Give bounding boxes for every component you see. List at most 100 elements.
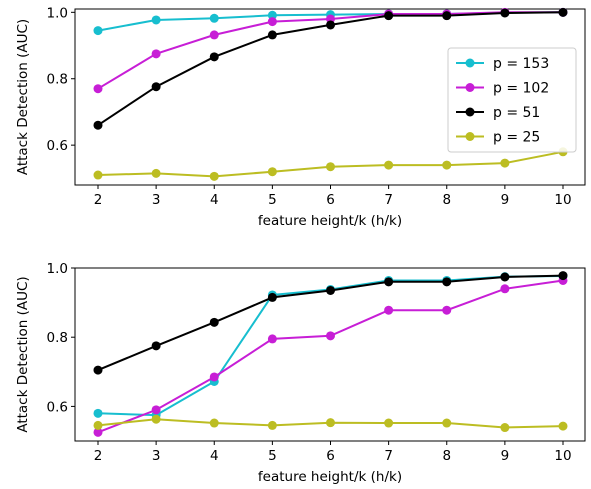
legend-item: p = 25 (456, 130, 540, 146)
data-point (267, 30, 277, 40)
data-point (500, 423, 510, 433)
legend-label: p = 25 (493, 130, 540, 146)
data-point (93, 120, 103, 130)
y-tick-label: 1.0 (47, 261, 68, 277)
data-point (384, 277, 394, 287)
legend: p = 153 p = 102 p = 51 p = 25 (447, 47, 577, 153)
x-tick-label: 6 (326, 448, 335, 464)
data-point (558, 421, 568, 431)
data-point (151, 49, 161, 59)
x-tick-label: 2 (94, 192, 103, 208)
x-tick-label: 2 (94, 448, 103, 464)
data-point (500, 8, 510, 18)
x-tick-label: 10 (554, 448, 571, 464)
data-point (326, 162, 335, 172)
data-point (326, 20, 335, 30)
data-point (558, 271, 568, 281)
data-point (93, 420, 103, 430)
x-tick-label: 7 (384, 192, 393, 208)
legend-item: p = 51 (456, 105, 540, 121)
data-point (500, 158, 510, 168)
data-point (93, 408, 103, 418)
data-point (209, 317, 219, 327)
x-tick-label: 7 (384, 448, 393, 464)
data-point (442, 418, 452, 428)
data-point (384, 160, 394, 170)
x-axis-label: feature height/k (h/k) (258, 469, 402, 485)
data-point (209, 30, 219, 40)
legend-marker (465, 58, 475, 68)
y-tick-label: 0.6 (47, 399, 68, 415)
series-line (97, 275, 564, 417)
legend-box (447, 47, 577, 153)
x-axis-label: feature height/k (h/k) (258, 213, 402, 229)
data-point (209, 13, 219, 23)
legend-item: p = 102 (456, 81, 549, 97)
data-point (151, 15, 161, 25)
x-tick-label: 10 (554, 192, 571, 208)
legend-marker (465, 83, 475, 92)
data-point (442, 305, 452, 315)
y-tick-label: 0.8 (47, 72, 68, 88)
data-point (500, 284, 510, 294)
y-tick-label: 0.6 (47, 138, 68, 154)
x-tick-label: 5 (268, 192, 277, 208)
data-point (267, 420, 277, 430)
data-point (326, 418, 335, 428)
data-point (209, 171, 219, 181)
data-point (93, 170, 103, 180)
data-point (384, 418, 394, 428)
y-axis-label: Attack Detection (AUC) (15, 276, 31, 432)
data-point (267, 10, 277, 20)
data-point (151, 414, 161, 424)
series-2 (93, 275, 568, 437)
x-tick-label: 8 (442, 192, 451, 208)
x-tick-label: 8 (442, 448, 451, 464)
series-3 (93, 271, 568, 375)
data-point (151, 168, 161, 178)
x-tick-label: 5 (268, 448, 277, 464)
y-tick-label: 1.0 (47, 5, 68, 21)
x-tick-label: 3 (152, 192, 161, 208)
data-point (93, 26, 103, 36)
data-point (209, 418, 219, 428)
series-4 (93, 414, 568, 433)
x-tick-label: 6 (326, 192, 335, 208)
legend-marker (465, 107, 475, 117)
legend-label: p = 153 (493, 56, 549, 72)
data-point (267, 17, 277, 27)
x-tick-label: 4 (210, 448, 219, 464)
data-point (93, 84, 103, 94)
data-point (151, 341, 161, 351)
data-point (326, 331, 335, 341)
data-point (326, 285, 335, 295)
legend-label: p = 51 (493, 105, 540, 121)
data-point (384, 305, 394, 315)
data-point (500, 272, 510, 282)
data-point (267, 167, 277, 177)
legend-item: p = 153 (456, 56, 549, 72)
series-3 (93, 7, 568, 130)
legend-label: p = 102 (493, 81, 549, 97)
x-tick-label: 9 (501, 192, 510, 208)
series-4 (93, 147, 568, 181)
chart-panel-1: 2 3 4 5 6 7 8 9 10 0.6 0.8 1.0 feature height/k (h/k… (15, 5, 586, 229)
data-point (151, 82, 161, 92)
series-line (97, 279, 564, 434)
legend-marker (465, 132, 475, 141)
x-tick-label: 4 (210, 192, 219, 208)
chart-panel-2: 2 3 4 5 6 7 8 9 10 0.6 0.8 1.0 feature height/k (h/k… (15, 261, 586, 485)
y-axis-label: Attack Detection (AUC) (15, 19, 31, 175)
data-point (93, 365, 103, 375)
data-point (267, 334, 277, 344)
data-point (209, 372, 219, 382)
data-point (151, 405, 161, 415)
data-point (384, 11, 394, 21)
data-point (442, 11, 452, 21)
data-point (442, 277, 452, 287)
data-point (442, 160, 452, 170)
data-point (267, 292, 277, 302)
x-tick-label: 3 (152, 448, 161, 464)
y-tick-label: 0.8 (47, 330, 68, 346)
